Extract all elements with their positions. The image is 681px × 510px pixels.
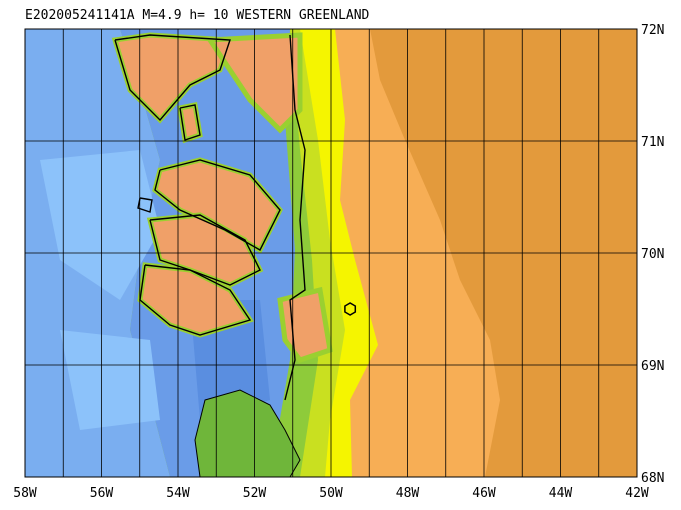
x-tick-label: 50W — [319, 486, 343, 501]
x-tick-label: 58W — [13, 486, 37, 501]
x-tick-label: 46W — [472, 486, 496, 501]
x-tick-label: 42W — [625, 486, 649, 501]
y-tick-label: 69N — [641, 359, 664, 374]
x-tick-label: 48W — [396, 486, 420, 501]
map-title: E202005241141A M=4.9 h= 10 WESTERN GREEN… — [25, 8, 370, 23]
x-tick-label: 52W — [243, 486, 267, 501]
x-tick-label: 54W — [166, 486, 190, 501]
y-tick-label: 72N — [641, 23, 664, 38]
x-tick-label: 44W — [549, 486, 573, 501]
epicenter — [344, 302, 357, 316]
y-tick-label: 68N — [641, 471, 664, 486]
map-frame — [24, 28, 638, 478]
y-tick-label: 70N — [641, 247, 664, 262]
x-tick-label: 56W — [90, 486, 114, 501]
y-tick-label: 71N — [641, 135, 664, 150]
